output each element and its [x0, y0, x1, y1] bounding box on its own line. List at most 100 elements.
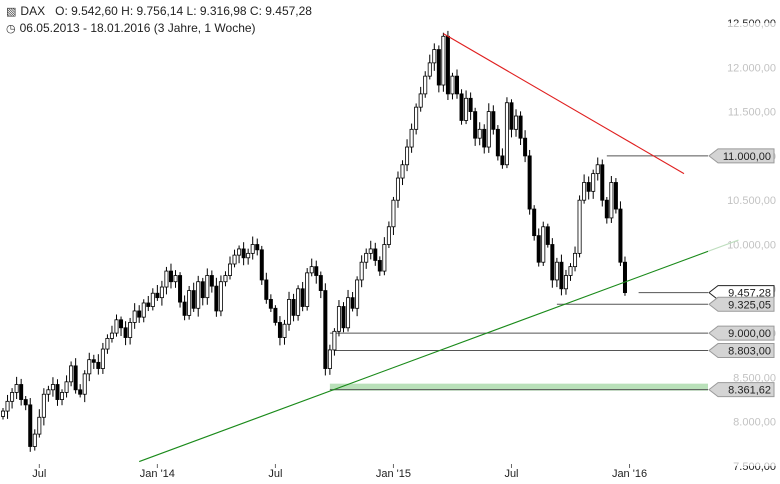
candle-body [609, 182, 614, 219]
candle-body [10, 392, 15, 402]
symbol-label: DAX [20, 4, 46, 18]
candle-body [32, 433, 37, 447]
candle-body [350, 297, 355, 309]
candle-body [495, 128, 500, 157]
price-label: 8.361,62 [728, 385, 771, 397]
clock-icon: ◷ [6, 22, 16, 35]
candle-body [305, 272, 310, 307]
candle-body [545, 226, 550, 245]
candle-body [114, 319, 119, 334]
candle-body [518, 115, 523, 139]
candle-body [0, 410, 6, 417]
candle-body [146, 302, 151, 307]
candle-body [509, 102, 514, 130]
candle-body [445, 35, 450, 95]
candle-body [300, 288, 305, 307]
candle-body [128, 322, 133, 338]
candle-body [141, 302, 146, 318]
x-tick-label: Jan '14 [140, 468, 175, 480]
candle-body [477, 128, 482, 139]
candle-body [355, 279, 360, 309]
candle-body [82, 373, 87, 395]
candle-body [618, 208, 623, 263]
x-tick-label: Jan '15 [376, 468, 411, 480]
candle-body [591, 173, 596, 192]
x-tick-label: Jan '16 [612, 468, 647, 480]
candle-body [23, 399, 28, 406]
candle-body [482, 128, 487, 148]
candle-body [218, 281, 223, 312]
candle-body [168, 270, 173, 283]
candle-body [78, 389, 83, 395]
candle-body [573, 252, 578, 268]
candle-body [19, 384, 24, 400]
candle-body [55, 384, 60, 400]
candle-body [246, 252, 251, 259]
candle-body [459, 93, 464, 121]
price-label-box [708, 325, 775, 341]
candle-body [536, 235, 541, 263]
candle-body [586, 182, 591, 192]
candle-body [37, 416, 42, 435]
candle-body [318, 275, 323, 291]
candle-body [200, 281, 205, 299]
candle-body [427, 62, 432, 77]
trendline-fade [708, 23, 780, 466]
candle-body [577, 199, 582, 254]
candle-body [386, 226, 391, 245]
candle-body [500, 155, 505, 166]
candle-body [132, 310, 137, 323]
candle-body [595, 164, 600, 175]
candle-body [60, 392, 65, 400]
up-trendline [139, 239, 739, 463]
candle-body [287, 299, 292, 325]
candle-body [600, 164, 605, 201]
candle-body [527, 155, 532, 210]
candle-body [64, 381, 69, 393]
candle-body [622, 261, 627, 294]
candle-body [264, 279, 269, 300]
candle-body [563, 275, 568, 290]
candle-body [414, 106, 419, 130]
candle-body [282, 323, 287, 338]
candle-body [382, 244, 387, 272]
candle-body [105, 338, 110, 350]
candle-body [473, 111, 478, 139]
candle-body [395, 177, 400, 201]
chart-header-line2: ◷ 06.05.2013 - 18.01.2016 (3 Jahre, 1 Woc… [6, 21, 256, 35]
candle-body [486, 111, 491, 148]
price-label: 11.000,00 [723, 151, 771, 163]
candle-body [405, 146, 410, 166]
candle-body [582, 182, 587, 201]
candle-body [464, 97, 469, 121]
candle-body [28, 404, 33, 447]
candle-body [332, 330, 337, 351]
candle-body [209, 275, 214, 287]
candle-body [391, 199, 396, 228]
candle-body [123, 327, 128, 338]
candle-body [336, 306, 341, 332]
candle-body [178, 275, 183, 303]
candle-body [532, 208, 537, 237]
candle-body [450, 75, 455, 95]
candle-body [41, 393, 46, 418]
candle-body [182, 301, 187, 316]
candle-body [296, 288, 301, 316]
candle-body [277, 322, 282, 338]
candle-body [613, 182, 618, 210]
candle-body [14, 384, 19, 393]
candlestick-icon: ▧ [6, 5, 17, 18]
candle-body [346, 297, 351, 329]
price-label-box [708, 296, 775, 312]
candle-body [109, 332, 114, 339]
price-label-box [708, 382, 775, 398]
candle-body [309, 266, 314, 274]
candle-body [273, 307, 278, 323]
candle-body [73, 365, 78, 391]
candle-body [400, 164, 405, 179]
candle-body [5, 400, 10, 412]
candle-body [137, 310, 142, 318]
candle-body [237, 248, 242, 256]
candle-body [259, 249, 264, 281]
